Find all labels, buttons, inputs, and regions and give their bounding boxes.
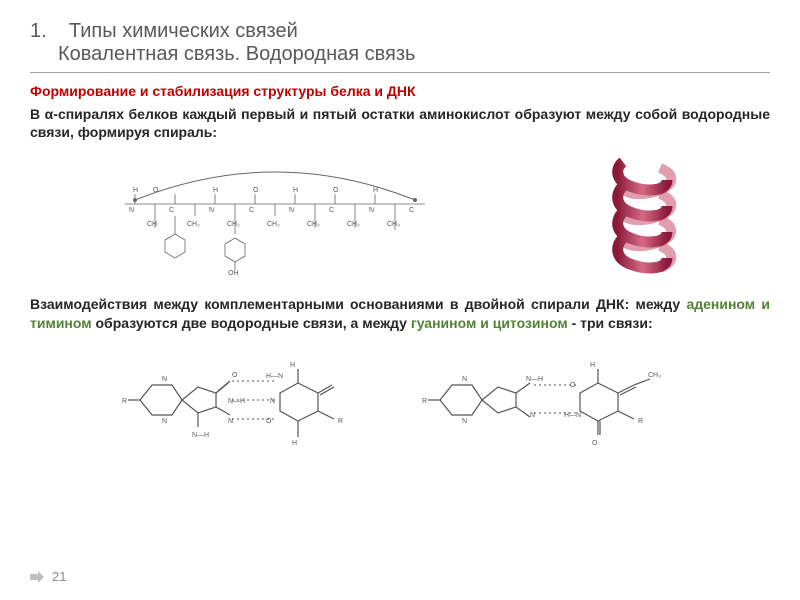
section-heading: Формирование и стабилизация структуры бе… [30, 83, 770, 99]
svg-text:C: C [409, 207, 414, 214]
at-pair-diagram: H N—H O N H—N R R CH₃ O N N [420, 345, 680, 455]
para1-c: белков каждый первый и пятый остатки ами… [30, 106, 770, 140]
page-number: 21 [52, 569, 66, 584]
svg-text:O: O [570, 382, 576, 389]
diagram-row-1: H O H O H O H N C N C N C N C CH CH₂ CH₂… [30, 151, 770, 281]
para1-a: В [30, 106, 45, 122]
svg-text:CH₂: CH₂ [347, 221, 360, 228]
slide-title-block: 1. Типы химических связей Ковалентная св… [30, 20, 770, 73]
title-line-2: Ковалентная связь. Водородная связь [30, 43, 770, 66]
alpha-helix-illustration [605, 156, 685, 276]
slide-footer: 21 [30, 569, 66, 584]
svg-text:O: O [592, 440, 598, 447]
svg-text:OH: OH [228, 270, 239, 276]
gc-pair-diagram: O H H—N N—H N N O N—H H R R N N [120, 345, 380, 455]
svg-text:N: N [162, 376, 167, 383]
base-pairs-row: O H H—N N—H N N O N—H H R R N N [30, 340, 770, 460]
para1-alpha: α-спиралях [45, 106, 124, 122]
svg-text:CH₂: CH₂ [267, 221, 280, 228]
svg-text:N—H: N—H [192, 432, 209, 439]
svg-text:H: H [290, 362, 295, 369]
svg-text:H: H [213, 187, 218, 194]
title-line-1: 1. Типы химических связей [30, 20, 770, 43]
svg-text:N: N [462, 376, 467, 383]
svg-text:R: R [422, 398, 427, 405]
svg-text:O: O [232, 372, 238, 379]
svg-text:N: N [162, 418, 167, 425]
title-main-text: Типы химических связей [69, 20, 298, 42]
svg-text:O: O [253, 187, 259, 194]
svg-text:R: R [122, 398, 127, 405]
svg-text:C: C [249, 207, 254, 214]
svg-text:N: N [228, 418, 233, 425]
svg-text:N—H: N—H [228, 398, 245, 405]
title-number: 1. [30, 20, 47, 42]
para2-b: образуются две водородные связи, а между [92, 315, 411, 331]
svg-text:C: C [169, 207, 174, 214]
peptide-chain-diagram: H O H O H O H N C N C N C N C CH CH₂ CH₂… [115, 156, 435, 276]
svg-text:C: C [329, 207, 334, 214]
svg-text:N: N [530, 412, 535, 419]
svg-text:N: N [129, 207, 134, 214]
svg-text:H: H [292, 440, 297, 447]
footer-arrow-icon [30, 571, 44, 583]
svg-text:H—N: H—N [564, 412, 581, 419]
svg-text:H: H [133, 187, 138, 194]
svg-text:N: N [289, 207, 294, 214]
paragraph-2: Взаимодействия между комплементарными ос… [30, 295, 770, 331]
svg-text:H: H [590, 362, 595, 369]
svg-text:N: N [270, 398, 275, 405]
svg-text:N: N [369, 207, 374, 214]
svg-text:N: N [462, 418, 467, 425]
paragraph-1: В α-спиралях белков каждый первый и пяты… [30, 105, 770, 141]
svg-text:N—H: N—H [526, 376, 543, 383]
svg-text:O: O [153, 187, 159, 194]
svg-text:O: O [266, 418, 272, 425]
para2-gc: гуанином и цитозином [411, 315, 568, 331]
svg-text:CH₃: CH₃ [648, 372, 661, 379]
svg-text:H—N: H—N [266, 373, 283, 380]
svg-text:R: R [338, 418, 343, 425]
svg-text:CH₂: CH₂ [307, 221, 320, 228]
svg-text:O: O [333, 187, 339, 194]
svg-text:H: H [293, 187, 298, 194]
svg-text:CH₃: CH₃ [387, 221, 400, 228]
para2-c: - три связи: [568, 315, 653, 331]
svg-text:CH₂: CH₂ [227, 221, 240, 228]
para2-a: Взаимодействия между комплементарными ос… [30, 296, 686, 312]
svg-text:H: H [373, 187, 378, 194]
svg-text:R: R [638, 418, 643, 425]
svg-text:N: N [209, 207, 214, 214]
svg-text:CH₂: CH₂ [187, 221, 200, 228]
svg-text:CH: CH [147, 221, 157, 228]
